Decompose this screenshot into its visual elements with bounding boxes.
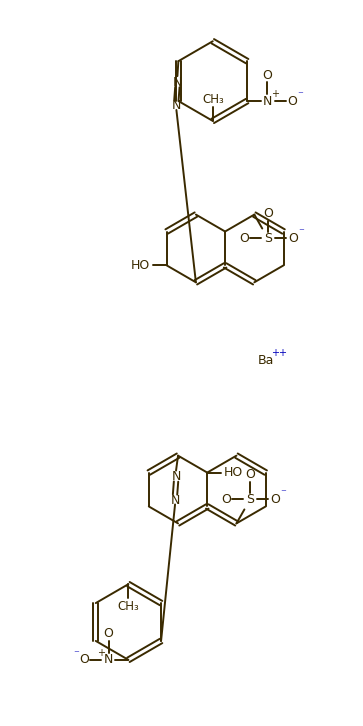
Text: HO: HO xyxy=(223,466,243,479)
Text: O: O xyxy=(287,94,297,107)
Text: S: S xyxy=(246,493,254,506)
Text: N: N xyxy=(173,76,182,89)
Text: +: + xyxy=(97,648,105,658)
Text: O: O xyxy=(103,627,114,640)
Text: +: + xyxy=(271,89,279,99)
Text: O: O xyxy=(79,653,89,666)
Text: HO: HO xyxy=(131,259,151,272)
Text: ⁻: ⁻ xyxy=(298,227,304,237)
Text: CH₃: CH₃ xyxy=(118,600,139,613)
Text: N: N xyxy=(172,99,181,113)
Text: ++: ++ xyxy=(271,348,287,358)
Text: N: N xyxy=(104,653,113,666)
Text: N: N xyxy=(170,494,180,507)
Text: ⁻: ⁻ xyxy=(280,489,286,499)
Text: N: N xyxy=(262,94,272,107)
Text: CH₃: CH₃ xyxy=(202,92,224,105)
Text: O: O xyxy=(245,468,255,481)
Text: ⁻: ⁻ xyxy=(297,90,303,100)
Text: O: O xyxy=(240,232,249,245)
Text: O: O xyxy=(221,493,232,506)
Text: O: O xyxy=(262,68,272,81)
Text: O: O xyxy=(270,493,280,506)
Text: O: O xyxy=(263,207,273,220)
Text: N: N xyxy=(171,470,181,483)
Text: ⁻: ⁻ xyxy=(73,649,79,659)
Text: O: O xyxy=(288,232,298,245)
Text: S: S xyxy=(264,232,272,245)
Text: Ba: Ba xyxy=(257,354,274,367)
